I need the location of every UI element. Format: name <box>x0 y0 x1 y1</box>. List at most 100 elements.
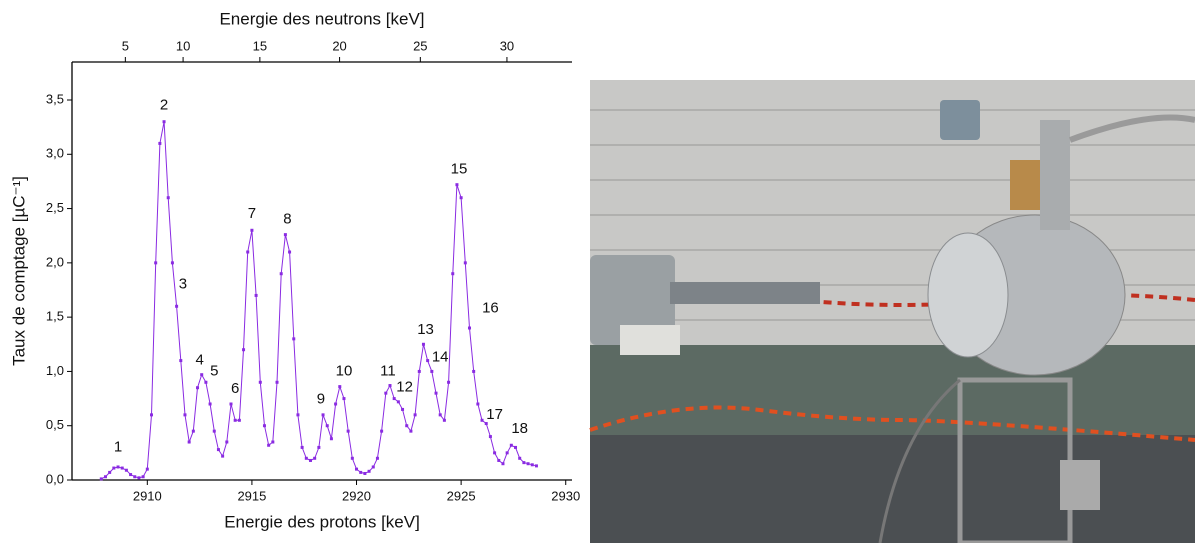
data-point <box>451 272 455 276</box>
peak-label: 4 <box>195 352 203 369</box>
data-point <box>392 397 396 401</box>
peak-label: 10 <box>336 362 353 379</box>
y-tick-label: 3,0 <box>46 146 64 161</box>
data-point <box>254 293 258 297</box>
data-point <box>371 465 375 469</box>
data-point <box>346 429 350 433</box>
data-point <box>242 348 246 352</box>
x-axis-label: Energie des protons [keV] <box>224 512 420 531</box>
data-point <box>350 456 354 460</box>
peak-label: 16 <box>482 299 499 316</box>
data-point <box>509 443 513 447</box>
y-tick-label: 2,5 <box>46 200 64 215</box>
data-point <box>534 464 538 468</box>
peak-label: 3 <box>179 276 187 293</box>
data-point <box>108 470 112 474</box>
data-point <box>363 471 367 475</box>
data-point <box>355 467 359 471</box>
data-point <box>493 451 497 455</box>
data-point <box>359 470 363 474</box>
data-point <box>262 424 266 428</box>
data-point <box>196 386 200 390</box>
data-point <box>233 418 237 422</box>
y-tick-label: 1,5 <box>46 309 64 324</box>
data-point <box>413 413 417 417</box>
data-point <box>179 359 183 363</box>
top-axis-title: Energie des neutrons [keV] <box>219 9 424 28</box>
data-point <box>221 454 225 458</box>
data-point <box>530 463 534 467</box>
chart: Energie des neutrons [keV] Energie des p… <box>9 9 580 531</box>
data-point <box>229 402 233 406</box>
data-point <box>246 250 250 254</box>
data-point <box>296 413 300 417</box>
data-point <box>308 458 312 462</box>
data-point <box>304 456 308 460</box>
data-point <box>342 397 346 401</box>
data-point <box>267 443 271 447</box>
y-tick-label: 2,0 <box>46 254 64 269</box>
x-tick-label: 2930 <box>551 488 580 503</box>
data-point <box>438 413 442 417</box>
data-point <box>334 402 338 406</box>
y-tick-label: 0,5 <box>46 417 64 432</box>
data-point <box>183 413 187 417</box>
data-point <box>526 462 530 466</box>
photo-pipe <box>670 282 820 304</box>
peak-label: 1 <box>114 438 122 455</box>
data-point <box>200 373 204 377</box>
data-point <box>204 380 208 384</box>
data-point <box>505 451 509 455</box>
data-point <box>472 369 476 373</box>
data-point <box>367 469 371 473</box>
data-point <box>459 196 463 200</box>
data-point <box>375 456 379 460</box>
data-point <box>480 418 484 422</box>
photo-flange <box>927 232 1009 358</box>
peak-label: 11 <box>380 362 396 379</box>
data-point <box>329 437 333 441</box>
data-point <box>170 261 174 265</box>
data-point <box>154 261 158 265</box>
peak-label: 13 <box>417 321 434 338</box>
data-point <box>187 440 191 444</box>
x-tick-label: 2920 <box>342 488 371 503</box>
x-tick-label: 2925 <box>447 488 476 503</box>
data-point <box>137 476 141 480</box>
data-point <box>250 228 254 232</box>
data-point <box>216 448 220 452</box>
x2-tick-label: 25 <box>413 38 427 53</box>
data-point <box>120 466 124 470</box>
data-point <box>317 445 321 449</box>
x2-tick-label: 5 <box>122 38 129 53</box>
data-point <box>279 272 283 276</box>
peak-label: 6 <box>231 380 239 397</box>
data-point <box>421 342 425 346</box>
data-point <box>145 467 149 471</box>
data-point <box>405 424 409 428</box>
y-axis-label: Taux de comptage [µC⁻¹] <box>9 176 28 366</box>
peak-label: 12 <box>396 379 413 396</box>
data-line <box>101 121 537 480</box>
photo-box <box>620 325 680 355</box>
x2-tick-label: 10 <box>176 38 190 53</box>
peak-label: 15 <box>451 160 468 177</box>
photo-module <box>1060 460 1100 510</box>
photo-gauge <box>940 100 980 140</box>
data-point <box>212 429 216 433</box>
data-point <box>158 141 162 145</box>
peak-label: 2 <box>160 96 168 113</box>
data-point <box>191 429 195 433</box>
data-point <box>430 369 434 373</box>
data-point <box>166 196 170 200</box>
data-point <box>338 385 342 389</box>
peak-label: 7 <box>248 205 256 222</box>
data-point <box>447 380 451 384</box>
data-point <box>225 440 229 444</box>
data-point <box>426 359 430 363</box>
x2-tick-label: 30 <box>500 38 514 53</box>
data-point <box>133 475 137 479</box>
photo <box>589 80 1195 543</box>
data-point <box>518 456 522 460</box>
data-point <box>396 400 400 404</box>
